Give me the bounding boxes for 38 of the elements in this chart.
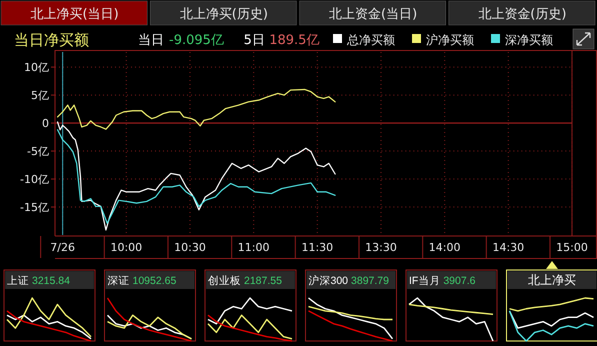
x-tick-label: 13:30 — [365, 241, 397, 254]
y-tick-label: 10亿 — [24, 61, 49, 74]
chart-title: 深证 — [108, 275, 130, 287]
x-tick-label: 14:00 — [428, 241, 461, 254]
x-tick-label: 15:00 — [556, 241, 588, 254]
y-tick-label: 5亿 — [31, 89, 49, 102]
chart-title: 北上净买 — [528, 273, 576, 287]
y-tick-label: -10亿 — [20, 173, 49, 186]
x-tick-label: 7/26 — [50, 241, 75, 254]
text: 北上净买(历史) — [180, 7, 268, 22]
x-tick-label: 10:00 — [110, 241, 142, 254]
chart-title: 创业板 — [208, 274, 241, 287]
x-tick-label: 10:30 — [174, 241, 206, 254]
text: 北上资金(当日) — [329, 7, 418, 22]
legend-label: 沪净买额 — [426, 33, 474, 47]
chart-title: 当日净买额 — [14, 31, 89, 49]
chart-subtitle: 3897.79 — [351, 275, 390, 287]
x-tick-label: 14:30 — [492, 241, 524, 254]
chart-title: 上证 — [7, 274, 29, 287]
legend-label: 总净买额 — [346, 33, 395, 47]
chart-subtitle: 3215.84 — [32, 275, 70, 287]
chart-subtitle: 3907.6 — [443, 275, 476, 287]
y-tick-label: -5亿 — [27, 145, 49, 158]
chart-title: IF当月 — [409, 275, 440, 287]
legend-label: 深净买额 — [505, 33, 553, 47]
y-tick-label: -15亿 — [20, 201, 49, 214]
text: 北上净买(当日) — [30, 7, 119, 22]
text: -9.095亿 — [169, 33, 224, 48]
chart-subtitle: 10952.65 — [132, 275, 176, 287]
text: 189.5亿 — [269, 33, 320, 48]
chart-title: 沪深300 — [308, 274, 348, 287]
chart-subtitle: 2187.55 — [244, 275, 282, 287]
x-tick-label: 11:00 — [238, 241, 270, 254]
text: 5日 — [244, 33, 265, 48]
y-tick-label: 0 — [42, 117, 49, 130]
x-tick-label: 11:30 — [301, 241, 334, 254]
text: 当日 — [138, 33, 164, 48]
text: 北上资金(历史) — [478, 7, 566, 22]
